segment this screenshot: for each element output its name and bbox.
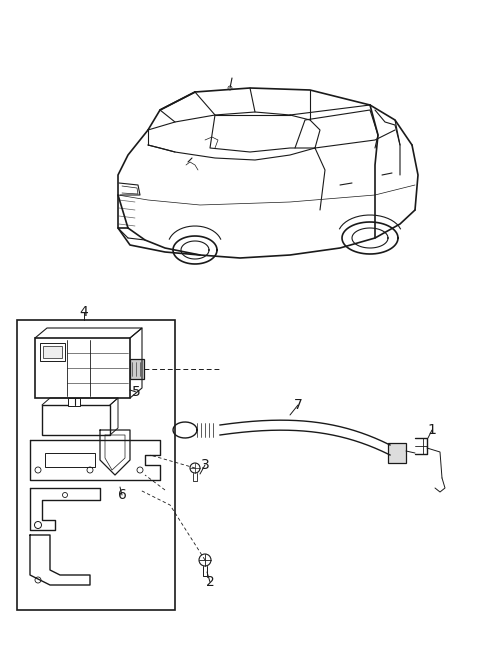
- Text: 2: 2: [205, 575, 215, 589]
- Bar: [42, 405, 110, 435]
- Text: 1: 1: [428, 423, 436, 437]
- Bar: [40, 343, 65, 361]
- Text: 7: 7: [294, 398, 302, 412]
- Text: 3: 3: [201, 458, 209, 472]
- Bar: [130, 359, 144, 379]
- Bar: [17, 320, 175, 610]
- Bar: [35, 338, 130, 398]
- Bar: [68, 398, 80, 406]
- Bar: [45, 453, 95, 467]
- Bar: [388, 443, 406, 463]
- Text: 5: 5: [132, 385, 140, 399]
- Bar: [43, 346, 62, 358]
- Text: 6: 6: [118, 488, 126, 502]
- Text: 4: 4: [80, 305, 88, 319]
